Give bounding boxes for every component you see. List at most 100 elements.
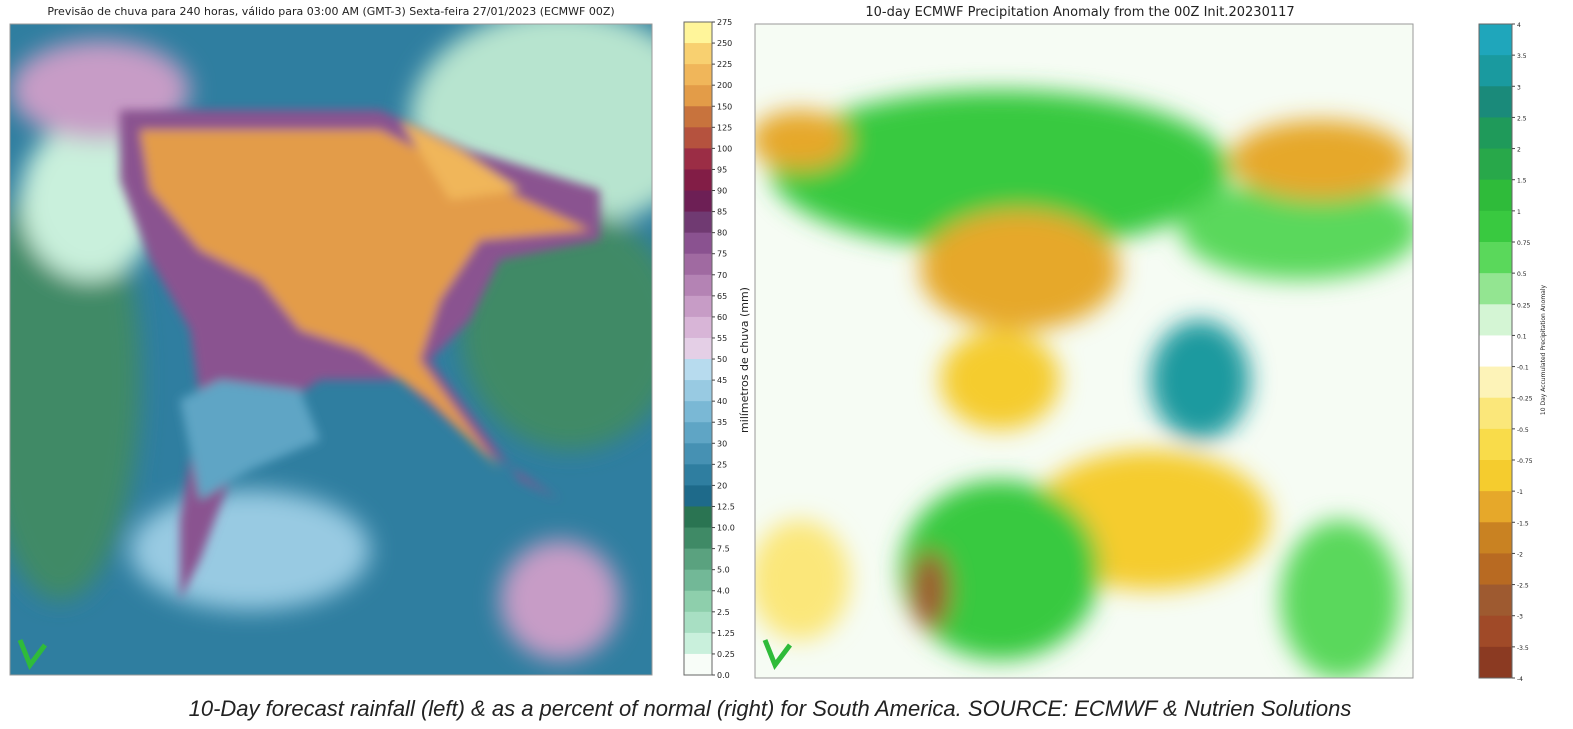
colorbar-tick-label: 200 — [717, 81, 732, 90]
left-colorbar: 275 250 225 200 150 125 100 95 90 85 80 75 70 65 60 55 5… — [683, 18, 735, 680]
colorbar-tick-label: -0.75 — [1517, 458, 1533, 465]
colorbar-tick-label: 80 — [717, 229, 727, 238]
colorbar-tick-label: 125 — [717, 123, 732, 132]
colorbar-tick-label: 275 — [717, 18, 732, 27]
colorbar-tick-label: 35 — [717, 418, 727, 427]
colorbar-tick-label: 225 — [717, 60, 732, 69]
colorbar-tick-label: -0.1 — [1517, 365, 1529, 372]
colorbar-bin — [1479, 24, 1512, 56]
colorbar-tick-label: -0.25 — [1517, 396, 1533, 403]
colorbar-tick-label: 0.25 — [1517, 302, 1531, 309]
colorbar-bin — [684, 380, 712, 402]
colorbar-tick-label: 85 — [717, 208, 727, 217]
colorbar-tick-label: -1 — [1517, 489, 1523, 496]
colorbar-frame — [683, 21, 713, 676]
colorbar-tick-label: 7.5 — [717, 545, 730, 554]
colorbar-tick-label: 150 — [717, 102, 732, 111]
colorbar-tick-label: 90 — [717, 187, 727, 196]
right-colorbar-label: 10 Day Accumulated Precipitation Anomaly — [1540, 284, 1547, 415]
colorbar-tick-label: 70 — [717, 271, 727, 280]
colorbar-bin — [684, 548, 712, 571]
colorbar-tick-label: -1.5 — [1517, 520, 1529, 527]
left-colorbar-label: milímetros de chuva (mm) — [738, 287, 751, 433]
colorbar-tick-label: 1.25 — [717, 629, 735, 638]
colorbar-bin — [1479, 615, 1512, 648]
colorbar-bin — [1479, 273, 1512, 305]
colorbar-bin — [684, 211, 712, 234]
colorbar-tick-label: -2.5 — [1517, 583, 1529, 590]
colorbar-tick-label: 75 — [717, 250, 727, 259]
colorbar-bin — [1479, 242, 1512, 274]
right-map — [755, 24, 1413, 678]
colorbar-tick-label: -3 — [1517, 614, 1523, 621]
colorbar-bin — [684, 359, 712, 381]
colorbar-tick-label: -2 — [1517, 551, 1523, 558]
colorbar-tick-label: 2 — [1517, 147, 1521, 154]
colorbar-tick-label: 30 — [717, 439, 727, 448]
colorbar-bin — [1479, 553, 1512, 586]
colorbar-tick-label: 250 — [717, 39, 732, 48]
colorbar-bin — [684, 401, 712, 423]
colorbar-bin — [684, 127, 712, 149]
colorbar-tick-label: 20 — [717, 481, 727, 490]
colorbar-tick-label: 2.5 — [1517, 115, 1527, 122]
colorbar-tick-label: 50 — [717, 355, 727, 364]
colorbar-tick-label: 4 — [1517, 22, 1521, 29]
colorbar-tick-label: 95 — [717, 165, 727, 174]
colorbar-bin — [1479, 366, 1512, 399]
colorbar-bin — [684, 569, 712, 592]
colorbar-tick-label: 40 — [717, 397, 727, 406]
colorbar-tick-label: 45 — [717, 376, 727, 385]
left-title: Previsão de chuva para 240 horas, válido… — [47, 5, 614, 18]
colorbar-bin — [1479, 304, 1512, 336]
colorbar-bin — [684, 148, 712, 170]
colorbar-tick-label: 1 — [1517, 209, 1521, 216]
colorbar-tick-label: 0.5 — [1517, 271, 1527, 278]
right-map-frame — [754, 23, 1414, 679]
colorbar-bin — [684, 527, 712, 550]
colorbar-bin — [684, 295, 712, 318]
left-map-frame — [9, 23, 653, 676]
colorbar-bin — [1479, 148, 1512, 181]
colorbar-tick-label: 60 — [717, 313, 727, 322]
colorbar-bin — [684, 611, 712, 634]
colorbar-bin — [1479, 210, 1512, 243]
colorbar-tick-label: 100 — [717, 144, 732, 153]
colorbar-bin — [684, 485, 712, 507]
right-title: 10-day ECMWF Precipitation Anomaly from … — [865, 5, 1294, 20]
colorbar-bin — [1479, 179, 1512, 212]
colorbar-bin — [684, 169, 712, 192]
colorbar-tick-label: 55 — [717, 334, 727, 343]
colorbar-tick-label: 25 — [717, 460, 727, 469]
colorbar-bin — [1479, 86, 1512, 118]
colorbar-bin — [684, 443, 712, 465]
colorbar-bin — [1479, 646, 1512, 679]
colorbar-bin — [1479, 335, 1512, 368]
colorbar-bin — [1479, 584, 1512, 617]
colorbar-bin — [684, 422, 712, 444]
colorbar-bin — [684, 106, 712, 128]
colorbar-bin — [1479, 397, 1512, 430]
colorbar-tick-label: 3 — [1517, 84, 1521, 91]
left-map — [10, 24, 652, 675]
colorbar-tick-label: 0.1 — [1517, 333, 1527, 340]
colorbar-tick-label: -0.5 — [1517, 427, 1529, 434]
colorbar-tick-label: -4 — [1517, 676, 1523, 683]
colorbar-tick-label: 3.5 — [1517, 53, 1527, 60]
colorbar-tick-label: 12.5 — [717, 502, 735, 511]
colorbar-bin — [684, 316, 712, 339]
colorbar-bin — [684, 632, 712, 655]
colorbar-bin — [684, 337, 712, 360]
colorbar-tick-label: 4.0 — [717, 587, 730, 596]
colorbar-bin — [684, 64, 712, 86]
colorbar-tick-label: 0.75 — [1517, 240, 1531, 247]
colorbar-tick-label: 1.5 — [1517, 178, 1527, 185]
caption: 10-Day forecast rainfall (left) & as a p… — [189, 696, 1352, 721]
colorbar-bin — [684, 232, 712, 255]
colorbar-bin — [684, 590, 712, 613]
colorbar-tick-label: 65 — [717, 292, 727, 301]
colorbar-tick-label: 2.5 — [717, 608, 730, 617]
colorbar-frame — [1478, 23, 1513, 679]
colorbar-tick-label: 0.0 — [717, 671, 730, 680]
